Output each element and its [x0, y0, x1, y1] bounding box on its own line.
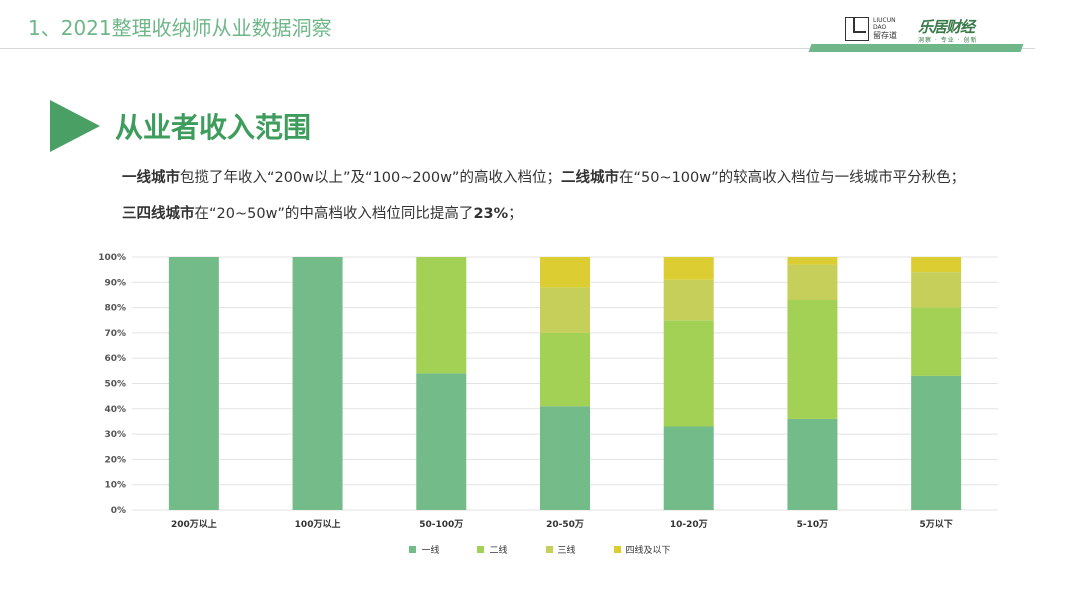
bar-segment — [540, 287, 590, 333]
legend-label: 二线 — [489, 546, 508, 556]
bar-segment — [416, 257, 467, 374]
y-tick-label: 0% — [111, 506, 126, 516]
bar-segment — [663, 426, 714, 510]
liucun-logo: LIUCUN DAO 留存道 — [845, 16, 897, 42]
x-category-label: 10-20万 — [670, 519, 708, 530]
x-category-label: 20-50万 — [546, 519, 584, 530]
legend-label: 四线及以下 — [625, 546, 671, 556]
y-tick-label: 60% — [104, 354, 126, 364]
bar-segment — [540, 406, 590, 510]
description-line-2: 三四线城市在“20~50w”的中高档收入档位同比提高了23%； — [122, 202, 523, 223]
bar-segment — [663, 257, 714, 280]
y-tick-label: 30% — [104, 430, 126, 440]
liucun-logo-cn: 留存道 — [873, 31, 897, 40]
liucun-logo-icon — [845, 17, 869, 41]
bar-segment — [911, 272, 962, 308]
legend-item: 四线及以下 — [613, 543, 671, 556]
header-divider — [0, 48, 1035, 49]
description-text-run: 23% — [473, 206, 509, 222]
description-text-run: 在“50~100w”的较高收入档位与一线城市平分秋色； — [618, 170, 966, 186]
y-tick-label: 40% — [104, 405, 126, 415]
x-category-label: 100万以上 — [295, 518, 341, 530]
liucun-logo-line2: DAO — [873, 24, 887, 31]
page-header-title: 1、2021整理收纳师从业数据洞察 — [28, 16, 332, 40]
bar-segment — [540, 257, 590, 288]
description-text-run: 三四线城市 — [122, 206, 195, 222]
lejucaijing-logo-sub: 洞察 · 专业 · 创新 — [918, 37, 978, 44]
x-category-label: 50-100万 — [419, 519, 463, 530]
y-tick-label: 70% — [104, 329, 126, 339]
liucun-logo-line1: LIUCUN — [873, 17, 896, 24]
legend-swatch — [613, 546, 621, 553]
lejucaijing-logo-main: 乐居财经 — [918, 18, 975, 36]
bar-segment — [663, 320, 714, 427]
x-category-label: 5-10万 — [797, 519, 829, 530]
liucun-logo-text: LIUCUN DAO 留存道 — [873, 17, 897, 41]
legend-swatch — [545, 546, 553, 553]
bar-segment — [416, 373, 467, 510]
bar-segment — [540, 332, 590, 407]
legend-item: 三线 — [545, 543, 576, 556]
description-text-run: 在“20~50w”的中高档收入档位同比提高了 — [194, 206, 474, 222]
y-tick-label: 50% — [104, 380, 126, 390]
bar-segment — [787, 300, 838, 419]
bar-segment — [787, 264, 838, 301]
description-text-run: 二线城市 — [560, 170, 619, 186]
legend-swatch — [477, 546, 485, 553]
legend-item: 二线 — [477, 543, 508, 556]
bar-segment — [292, 257, 343, 510]
description-text-run: 一线城市 — [122, 170, 180, 186]
legend-swatch — [409, 546, 417, 553]
y-tick-label: 80% — [104, 304, 126, 314]
bar-segment — [911, 375, 962, 510]
chart-legend: 一线 二线 三线 四线及以下 — [0, 543, 1080, 556]
x-category-label: 5万以下 — [920, 519, 953, 530]
section-arrow-icon — [50, 100, 100, 152]
y-tick-label: 10% — [104, 481, 126, 491]
bar-segment — [663, 279, 714, 321]
y-tick-label: 100% — [98, 253, 126, 263]
lejucaijing-logo: 乐居财经 洞察 · 专业 · 创新 — [918, 16, 977, 44]
description-text-run: ； — [508, 206, 523, 222]
bar-segment — [911, 307, 962, 376]
bar-segment — [787, 418, 838, 510]
y-tick-label: 90% — [104, 278, 126, 288]
x-category-label: 200万以上 — [171, 518, 217, 530]
legend-label: 一线 — [421, 546, 440, 556]
description-text-run: 包揽了年收入“200w以上”及“100~200w”的高收入档位； — [180, 170, 561, 186]
bar-segment — [168, 257, 219, 510]
legend-item: 一线 — [409, 543, 439, 556]
description-line-1: 一线城市包揽了年收入“200w以上”及“100~200w”的高收入档位；二线城市… — [122, 166, 965, 187]
legend-label: 三线 — [557, 546, 576, 556]
section-title: 从业者收入范围 — [115, 111, 312, 144]
bar-segment — [911, 257, 962, 273]
bar-segment — [787, 257, 838, 265]
y-tick-label: 20% — [104, 455, 126, 465]
